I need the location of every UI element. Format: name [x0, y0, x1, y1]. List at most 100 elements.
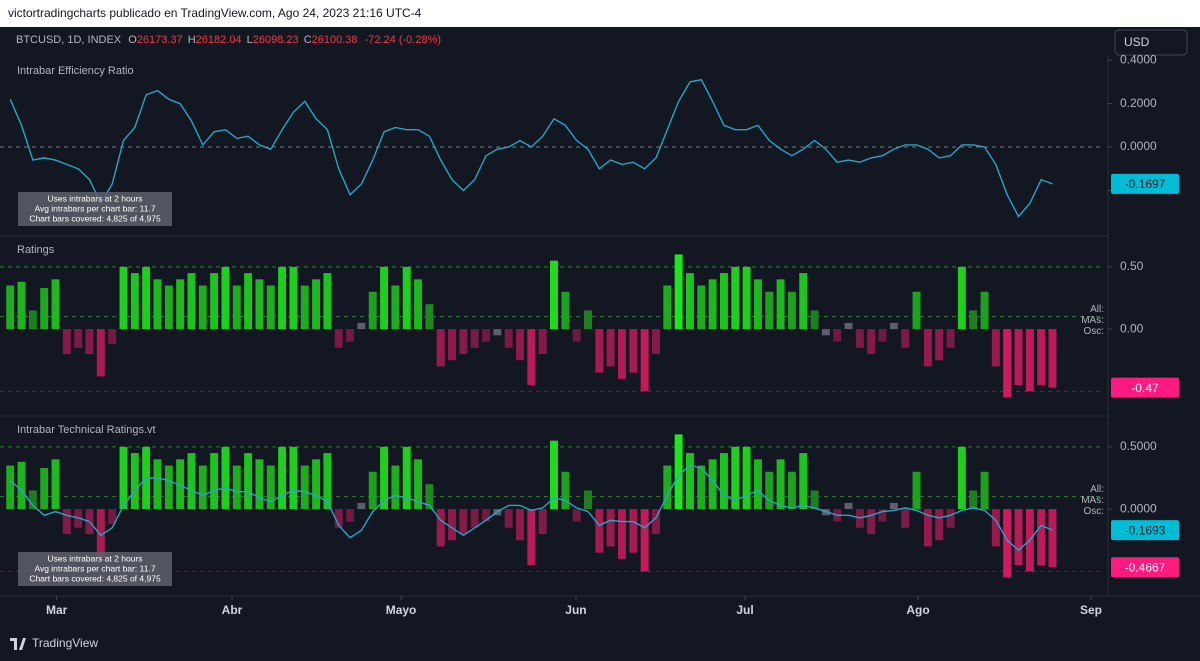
bar — [40, 468, 49, 510]
bar — [334, 509, 343, 528]
bar — [572, 509, 581, 522]
bar — [787, 291, 796, 330]
bar — [731, 266, 740, 330]
bar — [346, 509, 355, 522]
bar — [1025, 329, 1034, 392]
y-tick-label: 0.00 — [1120, 321, 1144, 335]
bar — [1048, 509, 1057, 568]
pane: Ratings 0.50 0.00 -0.47 All:MAs:Osc: — [0, 244, 1179, 398]
pane: Intrabar Efficiency Ratio 0.4000 0.2000 0.0… — [0, 52, 1179, 226]
bar — [28, 490, 37, 510]
bar — [742, 446, 751, 510]
x-tick-label: Mayo — [386, 603, 417, 617]
ohlc-key: L — [247, 34, 253, 46]
bar — [232, 465, 241, 510]
bar — [1003, 329, 1012, 398]
bar — [323, 453, 332, 510]
bar — [323, 273, 332, 330]
bar — [946, 329, 955, 348]
y-tick-label: 0.4000 — [1120, 52, 1157, 66]
bar — [776, 459, 785, 510]
ohlc-key: O — [128, 34, 137, 46]
bar — [436, 329, 445, 367]
bar — [719, 273, 728, 330]
bar — [844, 322, 853, 330]
bar — [731, 446, 740, 510]
bar — [391, 285, 400, 330]
bar — [402, 446, 411, 510]
bar — [176, 459, 185, 510]
bar — [719, 453, 728, 510]
bar — [889, 502, 898, 510]
bar — [765, 291, 774, 330]
bar — [991, 329, 1000, 367]
bar — [935, 329, 944, 361]
pane: Intrabar Technical Ratings.vt 0.5000 0.000… — [0, 424, 1179, 586]
info-line: Uses intrabars at 2 hours — [48, 553, 143, 563]
bar — [51, 279, 60, 330]
bar — [221, 446, 230, 510]
bar — [527, 509, 536, 566]
currency[interactable]: USD — [1124, 35, 1150, 49]
brand: TradingView — [32, 636, 98, 650]
bar — [130, 453, 139, 510]
bar — [674, 434, 683, 510]
bar — [606, 509, 615, 547]
bar — [969, 310, 978, 330]
bar — [414, 459, 423, 510]
bar — [629, 509, 638, 553]
last-value-label: -0.4667 — [1125, 560, 1166, 574]
bar — [414, 279, 423, 330]
ohlc-key: H — [188, 34, 196, 46]
bar — [198, 285, 207, 330]
plot-area — [0, 78, 1100, 218]
bar — [561, 291, 570, 330]
bar — [312, 459, 321, 510]
last-value-box — [1111, 377, 1179, 398]
bar — [1003, 509, 1012, 578]
currency-button[interactable] — [1114, 29, 1188, 56]
bar — [62, 329, 71, 355]
bar — [584, 310, 592, 330]
bar — [300, 465, 309, 510]
bar — [448, 329, 457, 361]
bar — [946, 509, 955, 528]
bar — [470, 509, 479, 528]
last-value-label: -0.1693 — [1125, 523, 1166, 537]
bar — [878, 509, 887, 522]
bar — [96, 329, 105, 377]
bar — [210, 453, 219, 510]
bar — [108, 509, 117, 525]
change: -72.24 (-0.28%) — [365, 34, 441, 46]
bar — [28, 310, 37, 330]
bar — [119, 446, 128, 510]
bar — [17, 461, 26, 510]
bar — [153, 459, 162, 510]
bar — [889, 322, 898, 330]
bar — [550, 440, 558, 510]
logo-shape — [10, 638, 26, 650]
bar — [742, 266, 751, 330]
legend-label: Osc: — [1083, 326, 1104, 337]
bar — [810, 490, 819, 510]
bar — [1048, 329, 1057, 388]
bar — [901, 509, 910, 528]
bar — [538, 329, 547, 355]
pane-title: Intrabar Technical Ratings.vt — [17, 424, 156, 436]
bar — [425, 304, 434, 330]
bar — [595, 329, 604, 373]
bar — [753, 459, 762, 510]
bar — [538, 509, 547, 535]
bar — [595, 509, 604, 553]
bar — [957, 446, 966, 510]
bar — [6, 465, 15, 510]
bar — [300, 285, 309, 330]
legend-label: All: — [1090, 484, 1104, 495]
plot-area — [0, 254, 1100, 398]
bar — [844, 502, 853, 510]
byline: victortradingcharts publicado en Trading… — [8, 6, 422, 20]
bar — [40, 288, 49, 330]
bar — [482, 329, 490, 342]
bar — [799, 453, 808, 510]
